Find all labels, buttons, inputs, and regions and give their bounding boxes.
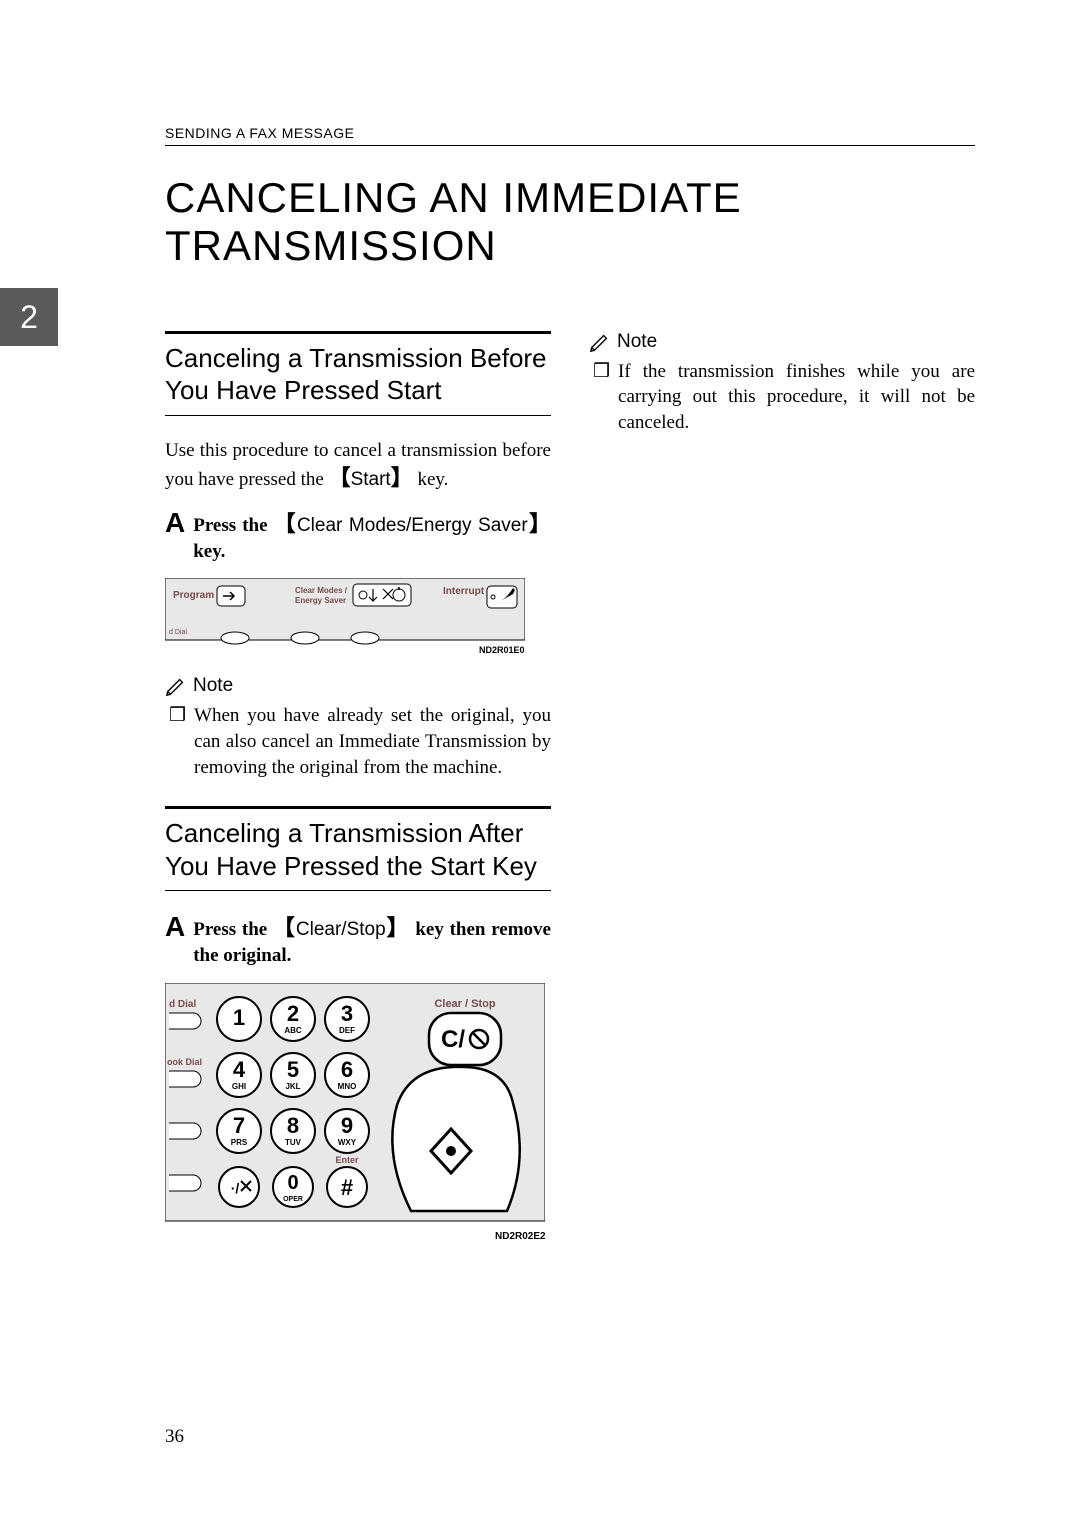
svg-text:d Dial: d Dial [169, 629, 187, 636]
svg-text:DEF: DEF [339, 1026, 355, 1035]
panel1-code: ND2R01E0 [479, 645, 525, 655]
clear-modes-label-2: Energy Saver [295, 596, 346, 605]
svg-text:4: 4 [233, 1057, 246, 1082]
svg-text:0: 0 [287, 1172, 298, 1194]
oper-label: OPER [283, 1196, 303, 1203]
svg-text:2: 2 [287, 1001, 299, 1026]
right-column: Note ❒ If the transmission finishes whil… [589, 331, 975, 1256]
note-1-item: ❒ When you have already set the original… [169, 703, 551, 780]
step-1-number: A [165, 509, 185, 537]
svg-text:JKL: JKL [285, 1082, 300, 1091]
svg-text:GHI: GHI [232, 1082, 246, 1091]
svg-text:ABC: ABC [284, 1026, 302, 1035]
svg-text:1: 1 [233, 1005, 245, 1030]
note-label-1: Note [193, 675, 233, 697]
step-1: A Press the 【Clear Modes/Energy Saver】 k… [165, 509, 551, 564]
keypad-svg: d Dial ook Dial 1 2 ABC [165, 983, 545, 1243]
svg-text:7: 7 [233, 1113, 245, 1138]
step1-pre: Press the [193, 515, 273, 536]
open-bracket: 【 [329, 465, 351, 490]
clear-stop-label: Clear / Stop [434, 998, 495, 1010]
pencil-icon [165, 675, 187, 697]
program-label: Program [173, 590, 214, 601]
page-content: SENDING A FAX MESSAGE CANCELING AN IMMED… [165, 125, 975, 1256]
close-bracket: 】 [386, 915, 410, 940]
body-tail: key. [413, 469, 449, 490]
section-2-title: Canceling a Transmission After You Have … [165, 806, 551, 891]
close-bracket: 】 [391, 465, 413, 490]
keypad-panel: d Dial ook Dial 1 2 ABC [165, 983, 551, 1248]
open-bracket: 【 [274, 511, 297, 536]
panel-strip-svg: Program Clear Modes / Energy Saver Inter… [165, 578, 525, 656]
clear-modes-label-1: Clear Modes / [295, 586, 348, 595]
svg-text:5: 5 [287, 1057, 299, 1082]
title-line-1: CANCELING AN IMMEDIATE [165, 174, 742, 221]
step2-pre: Press the [193, 919, 273, 940]
step-2: A Press the 【Clear/Stop】 key then remove… [165, 913, 551, 968]
control-panel-strip: Program Clear Modes / Energy Saver Inter… [165, 578, 551, 661]
svg-text:WXY: WXY [338, 1138, 357, 1147]
note-bullet: ❒ [169, 703, 186, 780]
two-column-layout: Canceling a Transmission Before You Have… [165, 331, 975, 1256]
start-key-label: Start [351, 469, 391, 490]
note-heading-1: Note [165, 675, 551, 697]
svg-text:·/: ·/ [231, 1180, 240, 1196]
clear-modes-key-label: Clear Modes/Energy Saver [297, 515, 528, 536]
note-label-2: Note [617, 331, 657, 353]
svg-text:MNO: MNO [338, 1082, 357, 1091]
running-header: SENDING A FAX MESSAGE [165, 125, 975, 146]
note-2-text: If the transmission finishes while you a… [618, 359, 975, 436]
step-2-number: A [165, 913, 185, 941]
pencil-icon [589, 331, 611, 353]
svg-text:8: 8 [287, 1113, 299, 1138]
clear-stop-key-label: Clear/Stop [296, 919, 386, 940]
interrupt-label: Interrupt [443, 586, 485, 597]
left-column: Canceling a Transmission Before You Have… [165, 331, 551, 1256]
keypad-code: ND2R02E2 [495, 1231, 545, 1242]
section-1-title: Canceling a Transmission Before You Have… [165, 331, 551, 416]
note-heading-2: Note [589, 331, 975, 353]
svg-text:PRS: PRS [231, 1138, 248, 1147]
enter-label: Enter [335, 1155, 359, 1165]
book-dial-label: ook Dial [167, 1057, 202, 1067]
svg-text:9: 9 [341, 1113, 353, 1138]
step-1-text: Press the 【Clear Modes/Energy Saver】 key… [193, 509, 551, 564]
svg-text:6: 6 [341, 1057, 353, 1082]
page-number: 36 [165, 1426, 184, 1448]
page-title: CANCELING AN IMMEDIATE TRANSMISSION [165, 174, 975, 271]
svg-text:TUV: TUV [285, 1138, 302, 1147]
note-2-item: ❒ If the transmission finishes while you… [593, 359, 975, 436]
dial-label: d Dial [169, 999, 196, 1010]
chapter-tab: 2 [0, 288, 58, 346]
svg-text:3: 3 [341, 1001, 353, 1026]
svg-text:#: # [341, 1175, 353, 1200]
note-1-text: When you have already set the original, … [194, 703, 551, 780]
step1-post: key. [193, 541, 225, 562]
svg-text:C/: C/ [441, 1026, 465, 1053]
section-1-body: Use this procedure to cancel a transmiss… [165, 438, 551, 493]
note-bullet: ❒ [593, 359, 610, 436]
step-2-text: Press the 【Clear/Stop】 key then remove t… [193, 913, 551, 968]
open-bracket: 【 [273, 915, 296, 940]
title-line-2: TRANSMISSION [165, 222, 497, 269]
close-bracket: 】 [528, 511, 551, 536]
